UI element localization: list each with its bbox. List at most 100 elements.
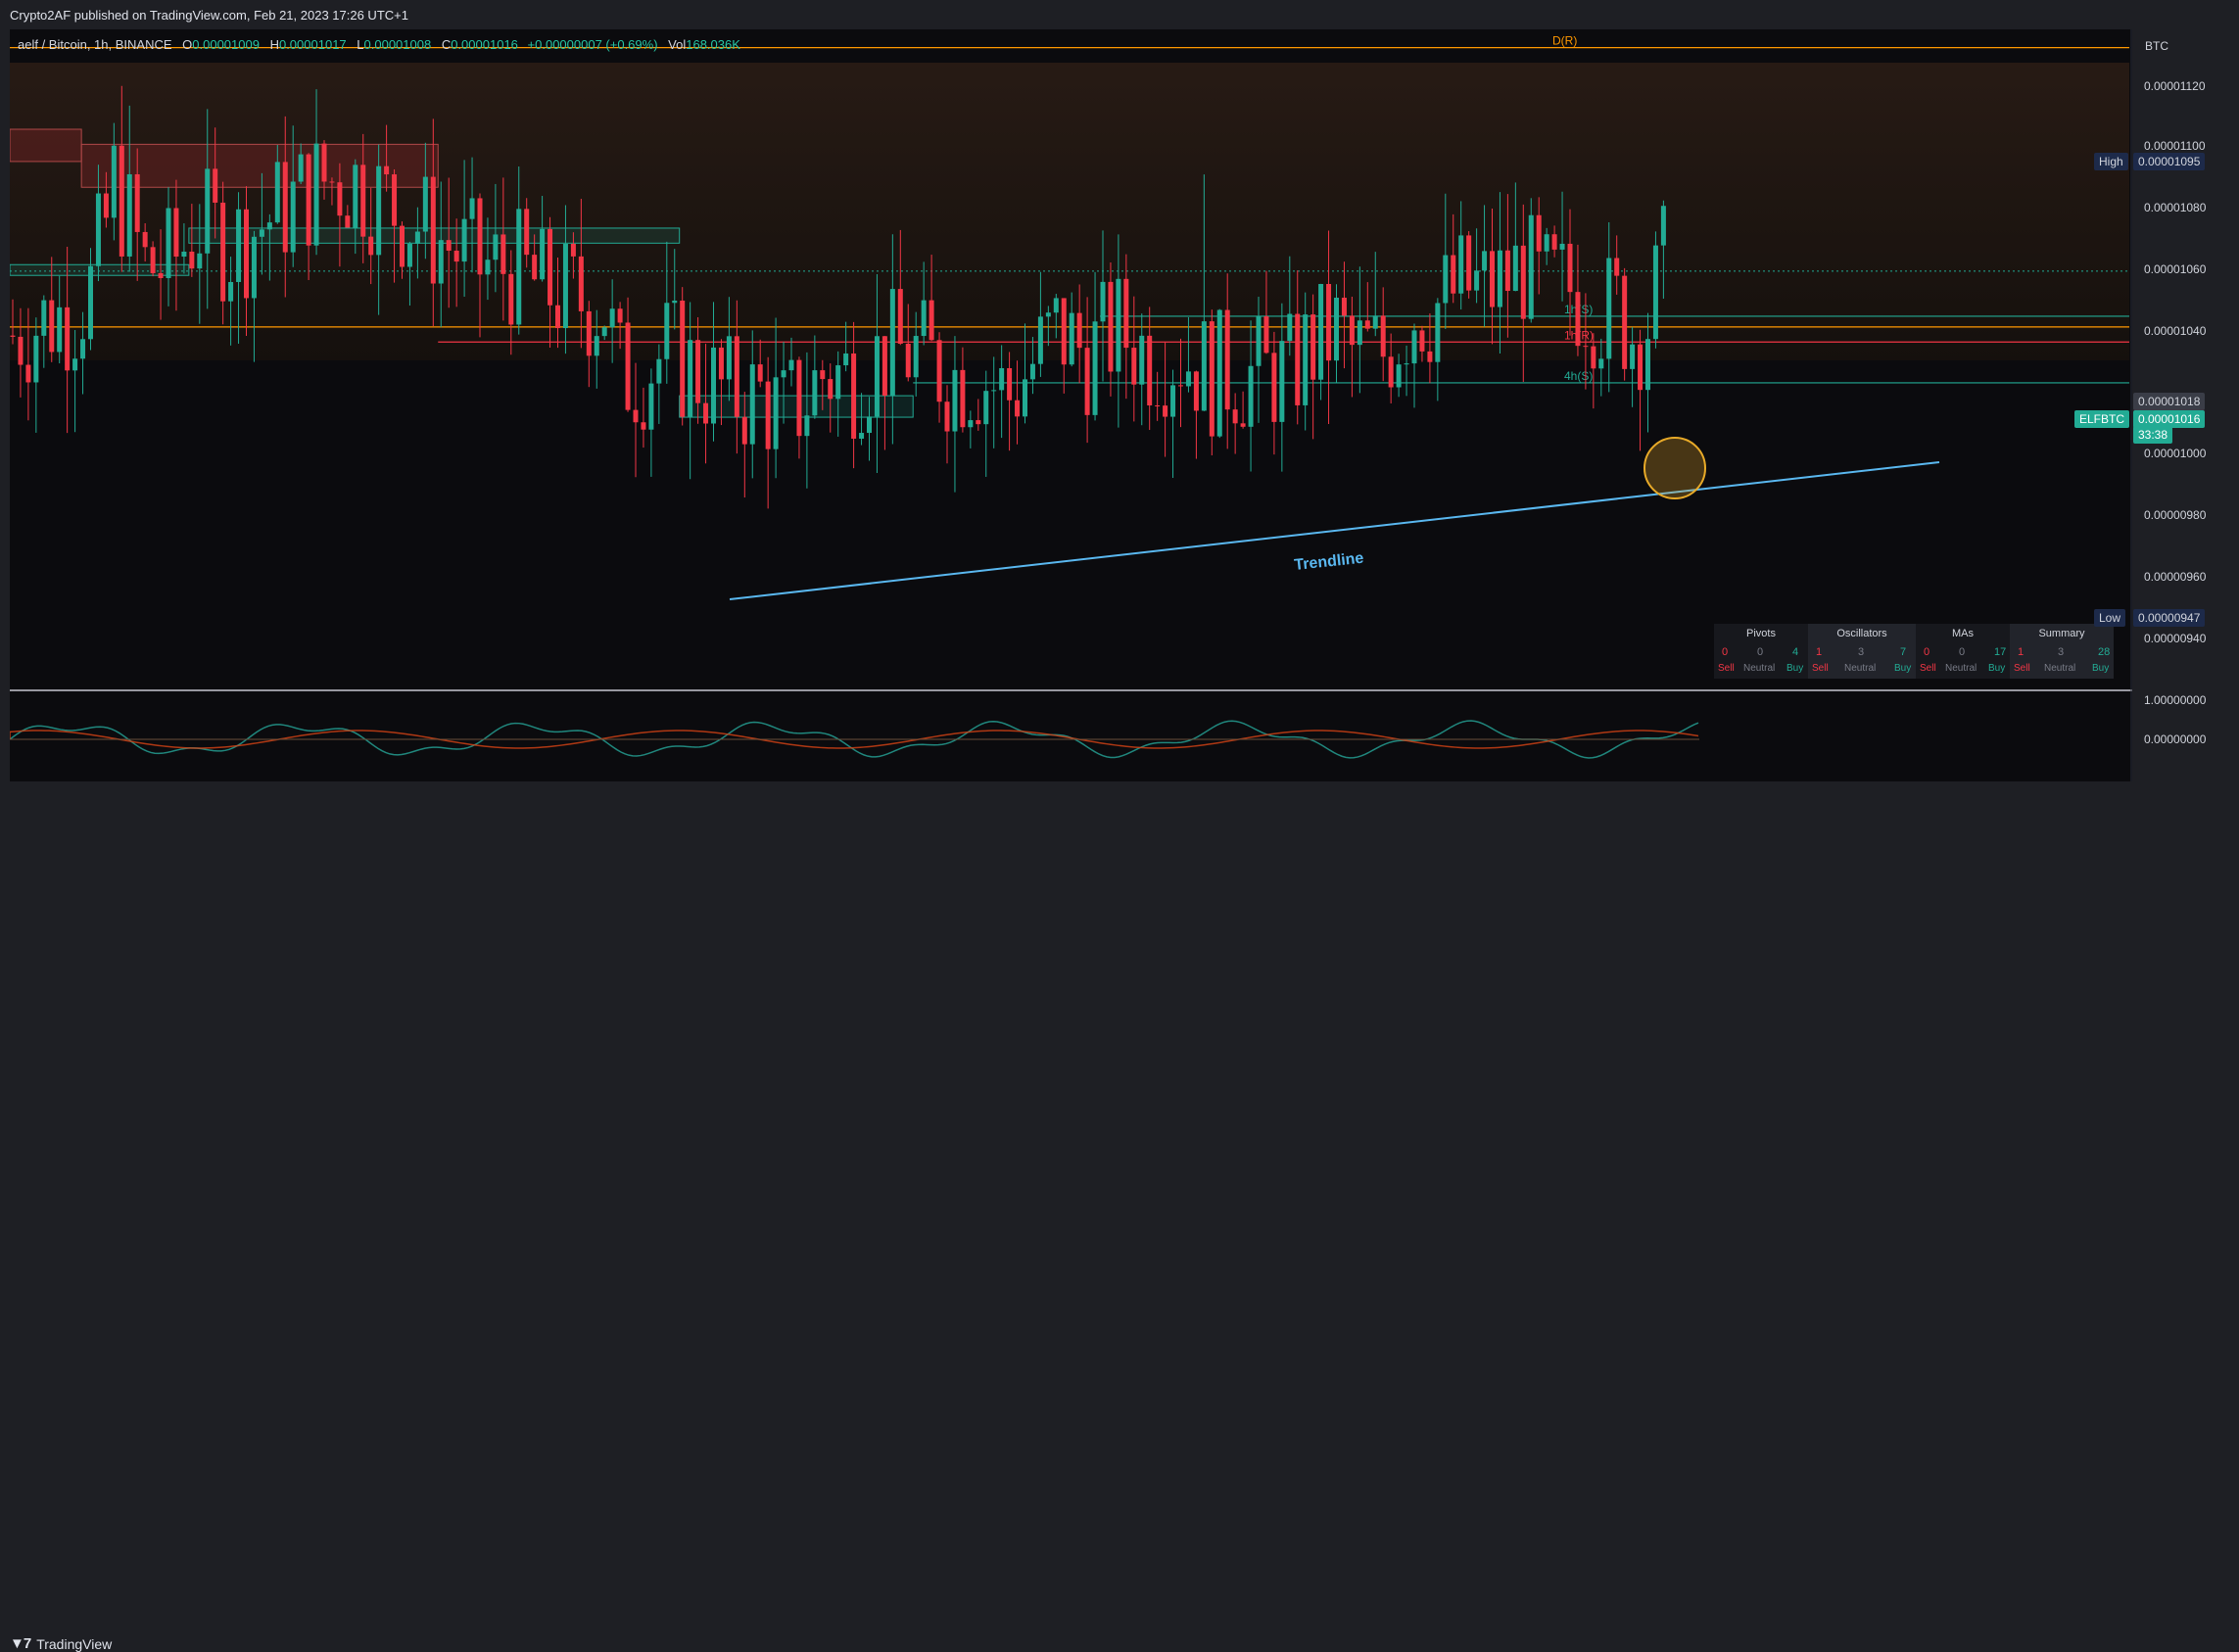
candle-body xyxy=(711,347,716,424)
candle-body xyxy=(570,243,576,257)
candle-body xyxy=(991,390,997,392)
candle-body xyxy=(765,381,771,449)
candle-body xyxy=(406,243,412,267)
candle-body xyxy=(1435,303,1441,362)
candle-body xyxy=(1638,344,1644,391)
candle-body xyxy=(1380,315,1386,357)
summary-title: Oscillators xyxy=(1836,628,1887,639)
summary-group-pivots[interactable]: Pivots 0 0 4 Sell Neutral Buy xyxy=(1714,624,1808,679)
candle-body xyxy=(477,198,483,275)
last-price-tag: 0.00001016 xyxy=(2133,410,2206,428)
trendline[interactable] xyxy=(729,461,1940,600)
summary-count: 3 xyxy=(2058,646,2065,658)
high-tag: High xyxy=(2094,153,2128,170)
candle-body xyxy=(680,300,686,417)
candle-body xyxy=(562,243,568,329)
candle-body xyxy=(134,173,140,232)
candle-body xyxy=(65,307,71,371)
candle-body xyxy=(1100,281,1106,322)
candle-body xyxy=(1310,314,1316,380)
technical-summary-panel[interactable]: Pivots 0 0 4 Sell Neutral Buy Oscillators 1 3 7 Sel… xyxy=(1714,624,2123,679)
candle-body xyxy=(1364,320,1370,329)
candle-body xyxy=(80,339,86,359)
candle-body xyxy=(438,240,444,284)
candle-body xyxy=(1411,330,1417,364)
candle-body xyxy=(1334,297,1339,361)
publish-info: Crypto2AF published on TradingView.com, … xyxy=(10,8,408,23)
candle-body xyxy=(446,240,452,251)
candle-body xyxy=(859,433,865,439)
candle-body xyxy=(508,273,514,325)
candle-body xyxy=(867,416,872,434)
summary-count: 0 xyxy=(1924,646,1930,658)
candle-body xyxy=(1271,353,1277,422)
candle-body xyxy=(88,265,93,340)
candle-body xyxy=(757,364,763,382)
summary-label: Neutral xyxy=(1743,663,1776,674)
candle-body xyxy=(1575,292,1581,347)
candle-body xyxy=(150,247,156,273)
candle-body xyxy=(368,236,374,256)
candle-body xyxy=(960,369,966,428)
candle-body xyxy=(485,260,491,275)
chart-frame[interactable]: D(R)1h(S)1h(R)4h(S) Trendline 1312:00141… xyxy=(10,29,2132,781)
summary-count: 7 xyxy=(1900,646,1907,658)
summary-count: 28 xyxy=(2098,646,2111,658)
summary-title: Pivots xyxy=(1746,628,1776,639)
candle-body xyxy=(532,255,538,280)
tradingview-logo[interactable]: ▼7 TradingView xyxy=(10,1635,112,1652)
currency-label: BTC xyxy=(2145,39,2168,53)
candle-body xyxy=(1497,250,1502,307)
candle-body xyxy=(197,253,203,269)
summary-count: 1 xyxy=(1816,646,1823,658)
candle-body xyxy=(828,379,834,400)
price-tick: 0.00001120 xyxy=(2144,79,2206,93)
summary-group-oscillators[interactable]: Oscillators 1 3 7 Sell Neutral Buy xyxy=(1808,624,1916,679)
candle-body xyxy=(1630,344,1636,369)
candle-body xyxy=(1139,335,1145,385)
candle-body xyxy=(804,415,810,437)
summary-count: 3 xyxy=(1858,646,1865,658)
candle-body xyxy=(796,359,802,437)
summary-count: 0 xyxy=(1959,646,1966,658)
candle-body xyxy=(461,218,467,262)
low-value: 0.00001008 xyxy=(363,37,432,52)
chart-canvas[interactable]: D(R)1h(S)1h(R)4h(S) Trendline 1312:00141… xyxy=(10,29,2132,781)
summary-title: Summary xyxy=(2038,628,2085,639)
summary-group-summary[interactable]: Summary 1 3 28 Sell Neutral Buy xyxy=(2010,624,2114,679)
candle-body xyxy=(656,358,662,384)
candle-body xyxy=(345,215,351,228)
summary-label: Buy xyxy=(1988,663,2006,674)
candle-body xyxy=(1443,255,1449,304)
candle-body xyxy=(976,420,981,425)
candle-body xyxy=(337,182,343,216)
candle-body xyxy=(220,202,226,302)
tv-logo-icon: ▼7 xyxy=(10,1635,31,1652)
summary-label: Sell xyxy=(2014,663,2030,674)
candle-body xyxy=(788,359,794,371)
candle-body xyxy=(1263,316,1269,354)
summary-count: 1 xyxy=(2018,646,2025,658)
candle-body xyxy=(1614,258,1620,276)
candle-body xyxy=(1007,367,1013,401)
candle-body xyxy=(1287,313,1293,342)
volume-label: Vol xyxy=(668,37,687,52)
candle-body xyxy=(1084,348,1090,415)
candle-body xyxy=(1512,245,1518,292)
candle-body xyxy=(189,251,195,269)
price-tick: 0.00000980 xyxy=(2144,508,2207,522)
candle-body xyxy=(1606,258,1612,359)
summary-group-mas[interactable]: MAs 0 0 17 Sell Neutral Buy xyxy=(1916,624,2010,679)
candle-body xyxy=(1536,214,1542,252)
candle-body xyxy=(1404,363,1409,365)
candle-body xyxy=(1116,278,1121,372)
candle-body xyxy=(1155,405,1161,407)
candle-body xyxy=(1357,320,1362,346)
open-label: O xyxy=(182,37,193,52)
candle-body xyxy=(33,335,39,383)
candle-body xyxy=(111,145,117,218)
summary-label: Neutral xyxy=(1844,663,1877,674)
candle-body xyxy=(1652,245,1658,340)
candle-body xyxy=(586,310,592,356)
price-tick: 0.00001060 xyxy=(2144,262,2207,276)
